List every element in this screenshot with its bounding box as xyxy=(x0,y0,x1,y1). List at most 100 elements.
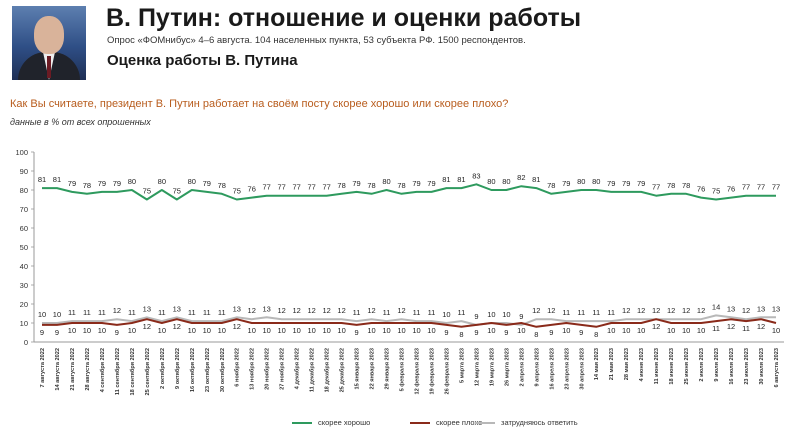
data-label-hard: 13 xyxy=(173,304,181,313)
data-label-bad: 9 xyxy=(474,328,478,337)
x-tick-label: 13 ноября 2022 xyxy=(249,348,256,390)
data-label-bad: 10 xyxy=(517,326,525,335)
data-label-hard: 12 xyxy=(113,306,121,315)
x-tick-label: 6 ноября 2022 xyxy=(234,348,241,387)
x-tick-label: 4 декабря 2022 xyxy=(294,348,301,389)
data-label-bad: 10 xyxy=(278,326,286,335)
data-label-hard: 11 xyxy=(592,308,600,317)
data-label-hard: 12 xyxy=(742,306,750,315)
data-label-bad: 10 xyxy=(382,326,390,335)
data-label-bad: 10 xyxy=(637,326,645,335)
data-label-good: 76 xyxy=(248,185,256,194)
x-tick-label: 5 февраля 2023 xyxy=(399,348,406,391)
data-label-hard: 13 xyxy=(263,304,271,313)
x-tick-label: 7 августа 2022 xyxy=(40,348,46,387)
y-tick-label: 100 xyxy=(15,148,28,157)
data-label-good: 80 xyxy=(158,177,166,186)
data-label-bad: 10 xyxy=(98,326,106,335)
x-tick-label: 14 мая 2023 xyxy=(594,348,600,380)
data-label-hard: 12 xyxy=(292,306,300,315)
data-label-bad: 10 xyxy=(83,326,91,335)
data-label-good: 79 xyxy=(98,179,106,188)
x-tick-label: 9 октября 2022 xyxy=(174,348,181,389)
x-tick-label: 12 марта 2023 xyxy=(474,348,480,386)
data-label-hard: 12 xyxy=(397,306,405,315)
data-label-hard: 12 xyxy=(667,306,675,315)
data-label-good: 80 xyxy=(128,177,136,186)
data-label-good: 81 xyxy=(53,175,61,184)
putin-portrait xyxy=(12,6,86,80)
data-label-good: 77 xyxy=(292,183,300,192)
data-label-hard: 10 xyxy=(487,310,495,319)
data-label-bad: 9 xyxy=(444,328,448,337)
data-label-good: 79 xyxy=(622,179,630,188)
x-tick-label: 6 августа 2023 xyxy=(774,348,780,387)
data-label-bad: 9 xyxy=(504,328,508,337)
data-label-good: 77 xyxy=(742,183,750,192)
data-label-bad: 10 xyxy=(697,326,705,335)
data-label-hard: 13 xyxy=(727,304,735,313)
data-label-good: 78 xyxy=(682,181,690,190)
section-heading: Оценка работы В. Путина xyxy=(107,52,298,69)
data-label-good: 77 xyxy=(263,183,271,192)
data-label-hard: 12 xyxy=(307,306,315,315)
data-label-bad: 10 xyxy=(203,326,211,335)
data-label-bad: 10 xyxy=(412,326,420,335)
y-tick-label: 0 xyxy=(24,338,28,347)
data-label-good: 77 xyxy=(652,183,660,192)
data-label-hard: 11 xyxy=(68,308,76,317)
data-label-bad: 10 xyxy=(292,326,300,335)
data-label-bad: 10 xyxy=(772,326,780,335)
data-label-good: 79 xyxy=(203,179,211,188)
data-label-good: 79 xyxy=(427,179,435,188)
portrait-face xyxy=(34,16,64,54)
x-tick-label: 29 января 2023 xyxy=(385,348,391,390)
data-label-bad: 10 xyxy=(218,326,226,335)
legend-swatch xyxy=(410,421,430,424)
data-label-good: 78 xyxy=(397,181,405,190)
x-tick-label: 26 марта 2023 xyxy=(504,348,510,386)
y-tick-label: 20 xyxy=(20,300,28,309)
y-tick-label: 90 xyxy=(20,167,28,176)
data-label-hard: 12 xyxy=(337,306,345,315)
x-tick-label: 9 июля 2023 xyxy=(714,348,720,382)
data-label-good: 82 xyxy=(517,173,525,182)
data-label-hard: 11 xyxy=(128,308,136,317)
x-tick-label: 16 октября 2022 xyxy=(189,348,196,392)
series-line-bad xyxy=(42,318,777,328)
x-tick-label: 27 ноября 2022 xyxy=(279,348,286,390)
data-label-hard: 11 xyxy=(383,308,391,317)
data-label-hard: 11 xyxy=(203,308,211,317)
data-label-bad: 10 xyxy=(367,326,375,335)
legend-item-hard: затрудняюсь ответить xyxy=(475,418,578,427)
x-tick-label: 21 августа 2022 xyxy=(70,348,76,391)
data-label-bad: 12 xyxy=(143,322,151,331)
legend-label: скорее хорошо xyxy=(318,418,371,427)
x-tick-label: 9 апреля 2023 xyxy=(534,348,540,387)
data-label-good: 78 xyxy=(667,181,675,190)
data-label-good: 78 xyxy=(547,181,555,190)
legend-label: затрудняюсь ответить xyxy=(501,418,578,427)
data-label-bad: 10 xyxy=(682,326,690,335)
data-label-bad: 10 xyxy=(427,326,435,335)
data-label-hard: 12 xyxy=(532,306,540,315)
x-tick-label: 25 июня 2023 xyxy=(684,348,690,385)
data-label-hard: 11 xyxy=(607,308,615,317)
data-label-bad: 11 xyxy=(742,324,750,333)
legend-item-bad: скорее плохо xyxy=(410,418,482,427)
data-label-bad: 8 xyxy=(594,330,598,339)
data-label-bad: 10 xyxy=(667,326,675,335)
data-label-bad: 9 xyxy=(40,328,44,337)
x-tick-label: 30 апреля 2023 xyxy=(579,348,585,390)
data-label-good: 76 xyxy=(697,185,705,194)
x-tick-label: 22 января 2023 xyxy=(370,348,376,390)
data-label-good: 79 xyxy=(562,179,570,188)
data-label-good: 79 xyxy=(607,179,615,188)
data-label-bad: 10 xyxy=(562,326,570,335)
data-label-hard: 12 xyxy=(652,306,660,315)
data-note: данные в % от всех опрошенных xyxy=(10,117,151,127)
x-tick-label: 11 сентября 2022 xyxy=(114,348,121,395)
data-label-good: 75 xyxy=(173,187,181,196)
data-label-bad: 12 xyxy=(757,322,765,331)
